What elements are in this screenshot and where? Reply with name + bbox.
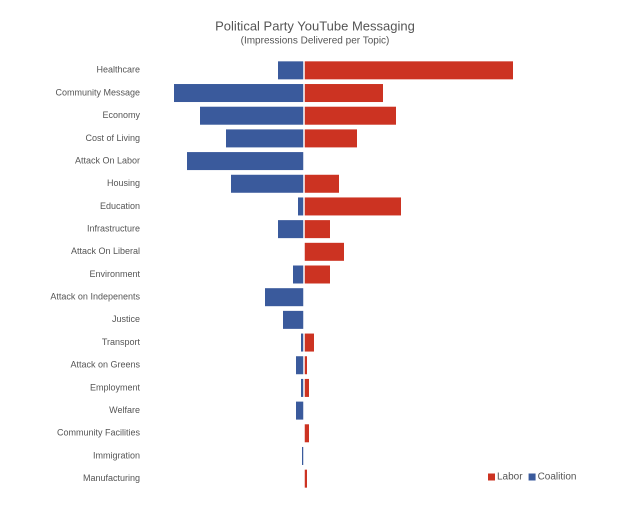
bar <box>304 378 309 397</box>
bar <box>304 129 357 148</box>
category-label: Manufacturing <box>83 473 140 483</box>
bar <box>304 265 330 284</box>
bar <box>226 129 304 148</box>
bar <box>265 288 304 307</box>
legend-swatch <box>488 473 495 481</box>
category-label: Attack On Liberal <box>71 246 140 256</box>
bar <box>278 220 304 239</box>
category-label: Welfare <box>109 405 140 415</box>
legend-swatch <box>528 473 536 481</box>
bar <box>301 333 304 352</box>
bar <box>302 446 304 465</box>
bar <box>231 174 304 193</box>
legend-label: Labor <box>497 472 523 483</box>
bar <box>298 197 304 216</box>
bar <box>296 356 304 375</box>
category-label: Immigration <box>93 450 140 460</box>
bar <box>304 61 513 80</box>
bar <box>296 401 304 420</box>
bar <box>293 265 304 284</box>
bar <box>304 356 307 375</box>
bar <box>283 310 304 329</box>
category-label: Environment <box>89 269 140 279</box>
category-label: Healthcare <box>96 65 140 75</box>
bar <box>304 106 396 125</box>
bar <box>304 174 339 193</box>
bar <box>304 242 344 261</box>
bar <box>304 333 314 352</box>
category-label: Transport <box>102 337 141 347</box>
category-label: Attack On Labor <box>75 155 140 165</box>
category-label: Employment <box>90 382 141 392</box>
bar <box>304 424 309 443</box>
category-label: Attack on Greens <box>70 360 140 370</box>
bar <box>278 61 304 80</box>
category-label: Cost of Living <box>85 133 140 143</box>
bar <box>200 106 304 125</box>
chart-title: Political Party YouTube Messaging <box>215 18 415 33</box>
bar <box>304 220 330 239</box>
legend-label: Coalition <box>538 472 577 483</box>
category-label: Justice <box>112 314 140 324</box>
category-label: Housing <box>107 178 140 188</box>
bar <box>304 197 401 216</box>
bar <box>187 152 304 171</box>
bar <box>174 84 304 103</box>
chart-subtitle: (Impressions Delivered per Topic) <box>241 36 390 47</box>
category-label: Infrastructure <box>87 224 140 234</box>
bar <box>301 378 304 397</box>
bar <box>304 84 383 103</box>
bar <box>304 469 307 488</box>
category-label: Community Facilities <box>57 428 141 438</box>
category-label: Attack on Indepenents <box>50 292 140 302</box>
category-label: Education <box>100 201 140 211</box>
category-label: Economy <box>102 110 140 120</box>
category-label: Community Message <box>55 87 140 97</box>
